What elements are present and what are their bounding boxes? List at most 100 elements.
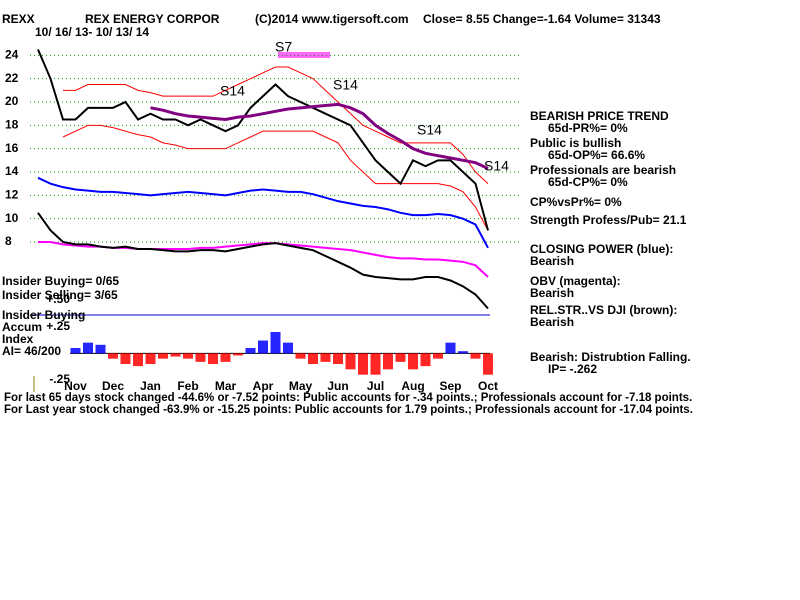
accum-bar — [433, 353, 443, 359]
left-note: Insider Selling= 3/65 — [2, 288, 118, 302]
y-tick-label: 24 — [5, 48, 19, 62]
x-tick-label: Aug — [401, 379, 424, 393]
right-note: Strength Profess/Pub= 21.1 — [530, 213, 687, 227]
accum-bar — [283, 342, 293, 354]
footer-note: For last 65 days stock changed -44.6% or… — [4, 392, 692, 404]
accum-bar — [320, 353, 331, 362]
right-note: BEARISH PRICE TREND — [530, 109, 669, 123]
y-tick-label: 22 — [5, 71, 19, 85]
accum-bar — [258, 340, 268, 354]
x-tick-label: Feb — [177, 379, 198, 393]
right-note: CLOSING POWER (blue): — [530, 242, 673, 256]
series-line — [37, 49, 489, 231]
signal-label: S14 — [220, 83, 245, 99]
series-line — [150, 102, 489, 170]
right-note: Bearish — [530, 315, 574, 329]
accum-bar — [145, 353, 156, 364]
left-note: AI= 46/200 — [2, 344, 61, 358]
accum-bar — [133, 353, 143, 367]
series-line — [37, 212, 489, 310]
y-tick-label: 14 — [5, 164, 19, 178]
accum-bar — [295, 353, 306, 359]
accum-bar — [233, 353, 243, 356]
right-note: CP%vsPr%= 0% — [530, 195, 622, 209]
right-note: REL.STR..VS DJI (brown): — [530, 303, 677, 317]
right-note: Bearish — [530, 254, 574, 268]
x-tick-label: May — [289, 379, 313, 393]
x-tick-label: Mar — [215, 379, 237, 393]
left-note: Insider Buying= 0/65 — [2, 274, 119, 288]
footer-note: For Last year stock changed -63.9% or -1… — [4, 404, 693, 416]
accum-bar — [270, 332, 281, 354]
x-tick-label: Jan — [140, 379, 161, 393]
x-tick-label: Sep — [439, 379, 461, 393]
header-text: REX ENERGY CORPOR — [85, 12, 220, 26]
series-line — [62, 124, 489, 231]
right-note: 65d-OP%= 66.6% — [548, 148, 645, 162]
accum-bar — [358, 353, 368, 375]
accum-tick-label: -.25 — [49, 372, 70, 386]
accum-bar — [195, 353, 206, 362]
accum-bar — [345, 353, 356, 370]
accum-bar — [420, 353, 431, 367]
y-tick-label: 12 — [5, 188, 19, 202]
accum-bar — [458, 351, 468, 354]
accum-bar — [208, 353, 218, 364]
signal-zone — [278, 52, 330, 58]
accum-bar — [370, 353, 381, 375]
series-line — [37, 176, 489, 249]
right-note: OBV (magenta): — [530, 274, 621, 288]
right-note: 65d-PR%= 0% — [548, 121, 628, 135]
accum-bar — [445, 342, 456, 354]
x-tick-label: Dec — [102, 379, 124, 393]
header-text: Close= 8.55 Change=-1.64 Volume= 31343 — [423, 12, 661, 26]
right-note: Bearish — [530, 286, 574, 300]
y-tick-label: 18 — [5, 118, 19, 132]
accum-bar — [395, 353, 406, 362]
accum-bar — [483, 353, 493, 375]
accum-bar — [83, 342, 93, 354]
accum-bar — [333, 353, 343, 364]
x-tick-label: Jun — [327, 379, 348, 393]
accum-bar — [470, 353, 481, 359]
accum-bar — [308, 353, 318, 364]
left-note: Insider Buying — [2, 308, 85, 322]
left-note: Accum — [2, 320, 42, 334]
right-note: Public is bullish — [530, 136, 621, 150]
accum-bar — [70, 348, 81, 354]
accum-bar — [170, 353, 181, 357]
accum-bar — [220, 353, 231, 362]
accum-tick-label: +.25 — [46, 319, 70, 333]
x-tick-label: Jul — [367, 379, 384, 393]
accum-bar — [183, 353, 193, 359]
accum-bar — [158, 353, 168, 359]
signal-label: S14 — [484, 158, 509, 174]
signal-label: S14 — [333, 77, 358, 93]
accum-bar — [95, 344, 106, 354]
x-tick-label: Apr — [253, 379, 274, 393]
date-range: 10/ 16/ 13- 10/ 13/ 14 — [35, 25, 149, 39]
accum-bar — [383, 353, 393, 370]
right-note: IP= -.262 — [548, 362, 597, 376]
accum-bar — [408, 353, 418, 370]
y-tick-label: 10 — [5, 211, 19, 225]
accum-tick-label: +.50 — [46, 292, 70, 306]
y-tick-label: 8 — [5, 234, 12, 248]
right-note: Bearish: Distrubtion Falling. — [530, 350, 691, 364]
right-note: Professionals are bearish — [530, 163, 676, 177]
signal-label: S14 — [417, 122, 442, 138]
accum-bar — [245, 348, 256, 354]
series-line — [63, 66, 489, 185]
x-tick-label: Oct — [478, 379, 498, 393]
header-text: (C)2014 www.tigersoft.com — [255, 12, 409, 26]
accum-bar — [108, 353, 118, 359]
x-tick-label: Nov — [64, 379, 87, 393]
header-text: REXX — [2, 12, 35, 26]
right-note: 65d-CP%= 0% — [548, 175, 628, 189]
left-note: Index — [2, 332, 34, 346]
signal-label: S7 — [275, 39, 292, 55]
y-tick-label: 20 — [5, 94, 19, 108]
accum-bar — [120, 353, 131, 364]
